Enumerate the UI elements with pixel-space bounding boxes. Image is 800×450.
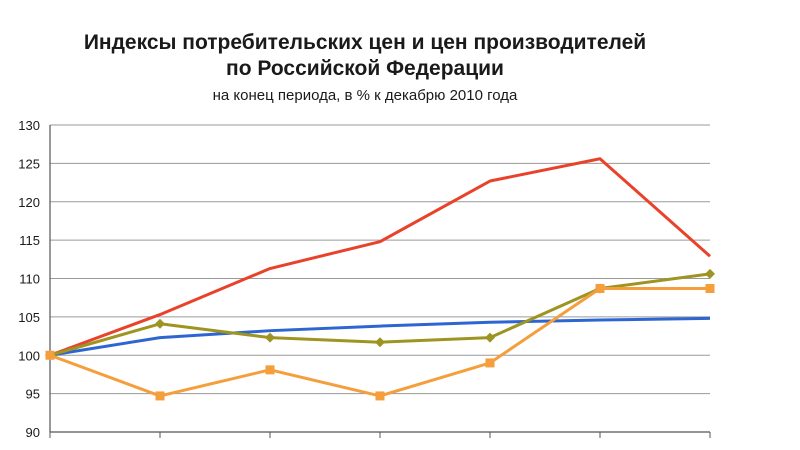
data-point-marker (375, 337, 385, 348)
data-point-marker (595, 283, 605, 293)
x-axis-ticks (49, 432, 711, 438)
series-line (49, 316, 711, 357)
y-axis-tick-labels: 90 95 100 105 110 115 120 125 130 (18, 118, 40, 440)
data-series (45, 157, 715, 401)
chart-subtitle: на конец периода, в % к декабрю 2010 год… (212, 87, 518, 104)
series-4 (45, 283, 715, 401)
series-line (49, 157, 711, 357)
data-point-marker (705, 268, 715, 279)
data-point-marker (265, 332, 275, 343)
data-point-marker (45, 350, 55, 360)
data-point-marker (375, 391, 385, 401)
data-point-marker (155, 391, 165, 401)
axes (49, 125, 710, 433)
data-point-marker (485, 332, 495, 343)
y-tick-label: 120 (18, 195, 40, 210)
grid-lines (50, 124, 710, 433)
data-point-marker (265, 365, 275, 375)
y-tick-label: 100 (18, 348, 40, 363)
chart-title-line-1: Индексы потребительских цен и цен произв… (83, 31, 647, 54)
chart-title-line-2: по Российской Федерации (226, 57, 504, 80)
y-tick-label: 115 (19, 233, 40, 248)
y-tick-label: 125 (18, 156, 40, 171)
y-tick-label: 95 (26, 387, 40, 402)
y-tick-label: 90 (26, 425, 40, 440)
y-tick-label: 110 (19, 272, 40, 287)
y-tick-label: 130 (18, 118, 40, 133)
series-1 (49, 157, 711, 357)
series-2 (49, 316, 711, 357)
data-point-marker (155, 318, 165, 329)
data-point-marker (705, 283, 715, 293)
data-point-marker (485, 358, 495, 368)
series-3 (45, 268, 715, 361)
y-tick-label: 105 (18, 310, 40, 325)
